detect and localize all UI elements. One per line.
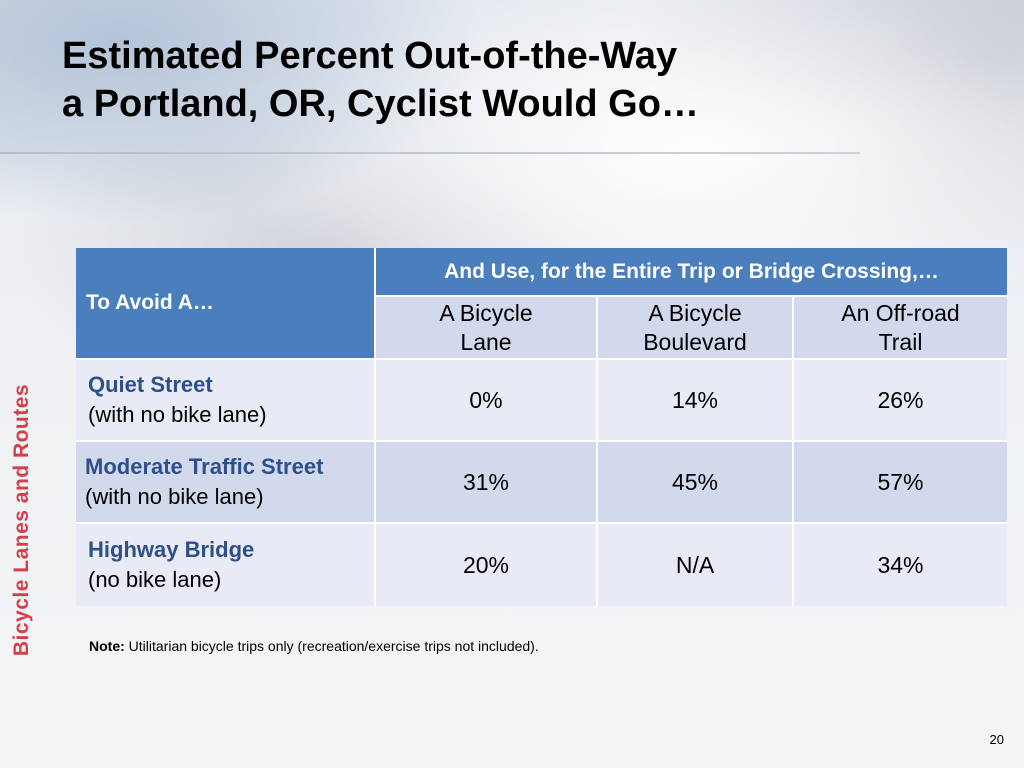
title-band [0, 0, 1024, 152]
title-line-2: a Portland, OR, Cyclist Would Go… [62, 83, 699, 125]
use-header: And Use, for the Entire Trip or Bridge C… [376, 248, 1007, 295]
side-section-label: Bicycle Lanes and Routes [10, 383, 33, 657]
row-label-title: Quiet Street [88, 372, 213, 397]
table-cell: 20% [376, 524, 596, 606]
row-label-moderate-traffic-street: Moderate Traffic Street (with no bike la… [76, 442, 374, 522]
column-header-off-road-trail: An Off-road Trail [794, 297, 1007, 358]
title-divider [0, 152, 860, 154]
table-cell: 26% [794, 360, 1007, 440]
column-header-line: A Bicycle [648, 299, 742, 326]
row-label-title: Moderate Traffic Street [85, 454, 324, 479]
page-number: 20 [989, 732, 1004, 747]
row-label-subtitle: (with no bike lane) [88, 402, 267, 427]
avoid-header: To Avoid A… [76, 248, 374, 358]
column-header-line: An Off-road [841, 299, 960, 326]
table-cell: 14% [598, 360, 792, 440]
row-label-subtitle: (no bike lane) [88, 567, 222, 592]
column-header-line: Trail [878, 328, 923, 355]
table-cell: 0% [376, 360, 596, 440]
footnote-text: Utilitarian bicycle trips only (recreati… [124, 638, 539, 654]
row-label-highway-bridge: Highway Bridge (no bike lane) [76, 524, 374, 606]
row-label-quiet-street: Quiet Street (with no bike lane) [76, 360, 374, 440]
table-cell: 31% [376, 442, 596, 522]
table-cell: 57% [794, 442, 1007, 522]
row-label-subtitle: (with no bike lane) [85, 484, 264, 509]
column-header-line: Boulevard [643, 328, 747, 355]
column-header-bicycle-boulevard: A Bicycle Boulevard [598, 297, 792, 358]
title-line-1: Estimated Percent Out-of-the-Way [62, 35, 678, 77]
slide-title: Estimated Percent Out-of-the-Way a Portl… [62, 32, 962, 128]
column-header-line: A Bicycle [439, 299, 533, 326]
column-header-bicycle-lane: A Bicycle Lane [376, 297, 596, 358]
out-of-way-table: To Avoid A… And Use, for the Entire Trip… [76, 248, 1007, 606]
table-cell: 45% [598, 442, 792, 522]
footnote: Note: Utilitarian bicycle trips only (re… [89, 638, 539, 654]
row-label-title: Highway Bridge [88, 537, 255, 562]
footnote-prefix: Note: [89, 638, 125, 654]
table-cell: N/A [598, 524, 792, 606]
table-cell: 34% [794, 524, 1007, 606]
column-header-line: Lane [460, 328, 512, 355]
